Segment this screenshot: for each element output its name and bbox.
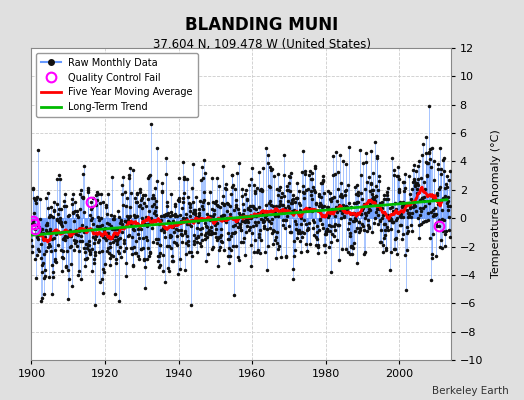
Text: Berkeley Earth: Berkeley Earth bbox=[432, 386, 508, 396]
Text: BLANDING MUNI: BLANDING MUNI bbox=[185, 16, 339, 34]
Legend: Raw Monthly Data, Quality Control Fail, Five Year Moving Average, Long-Term Tren: Raw Monthly Data, Quality Control Fail, … bbox=[36, 53, 198, 117]
Text: 37.604 N, 109.478 W (United States): 37.604 N, 109.478 W (United States) bbox=[153, 38, 371, 51]
Y-axis label: Temperature Anomaly (°C): Temperature Anomaly (°C) bbox=[492, 130, 501, 278]
